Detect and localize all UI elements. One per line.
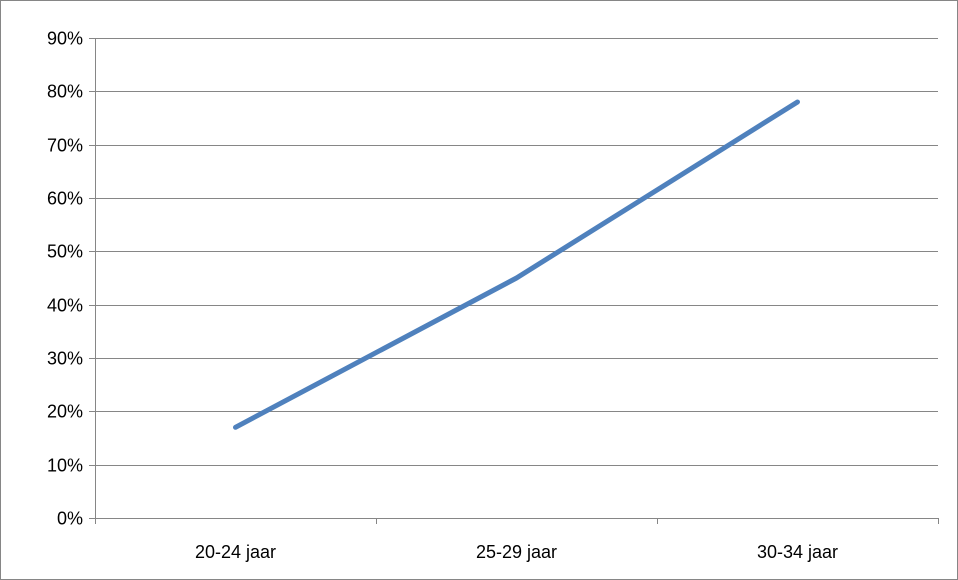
x-axis-tick-labels: 20-24 jaar 25-29 jaar 30-34 jaar (195, 542, 838, 562)
y-tick-label-0: 0% (57, 509, 83, 529)
y-tick-label-70: 70% (47, 136, 83, 156)
y-tick-label-30: 30% (47, 349, 83, 369)
y-tick-label-20: 20% (47, 402, 83, 422)
gridlines (95, 38, 938, 466)
axes (89, 38, 939, 524)
x-tick-label-0: 20-24 jaar (195, 542, 276, 562)
y-tick-label-10: 10% (47, 456, 83, 476)
series-group (233, 99, 800, 430)
series-line-0 (233, 99, 800, 430)
y-tick-label-80: 80% (47, 82, 83, 102)
x-tick-label-1: 25-29 jaar (476, 542, 557, 562)
y-tick-label-60: 60% (47, 189, 83, 209)
y-tick-label-50: 50% (47, 242, 83, 262)
x-tick-label-2: 30-34 jaar (757, 542, 838, 562)
y-tick-label-90: 90% (47, 29, 83, 49)
y-tick-label-40: 40% (47, 296, 83, 316)
y-axis-tick-labels: 0% 10% 20% 30% 40% 50% 60% 70% 80% 90% (47, 29, 83, 529)
